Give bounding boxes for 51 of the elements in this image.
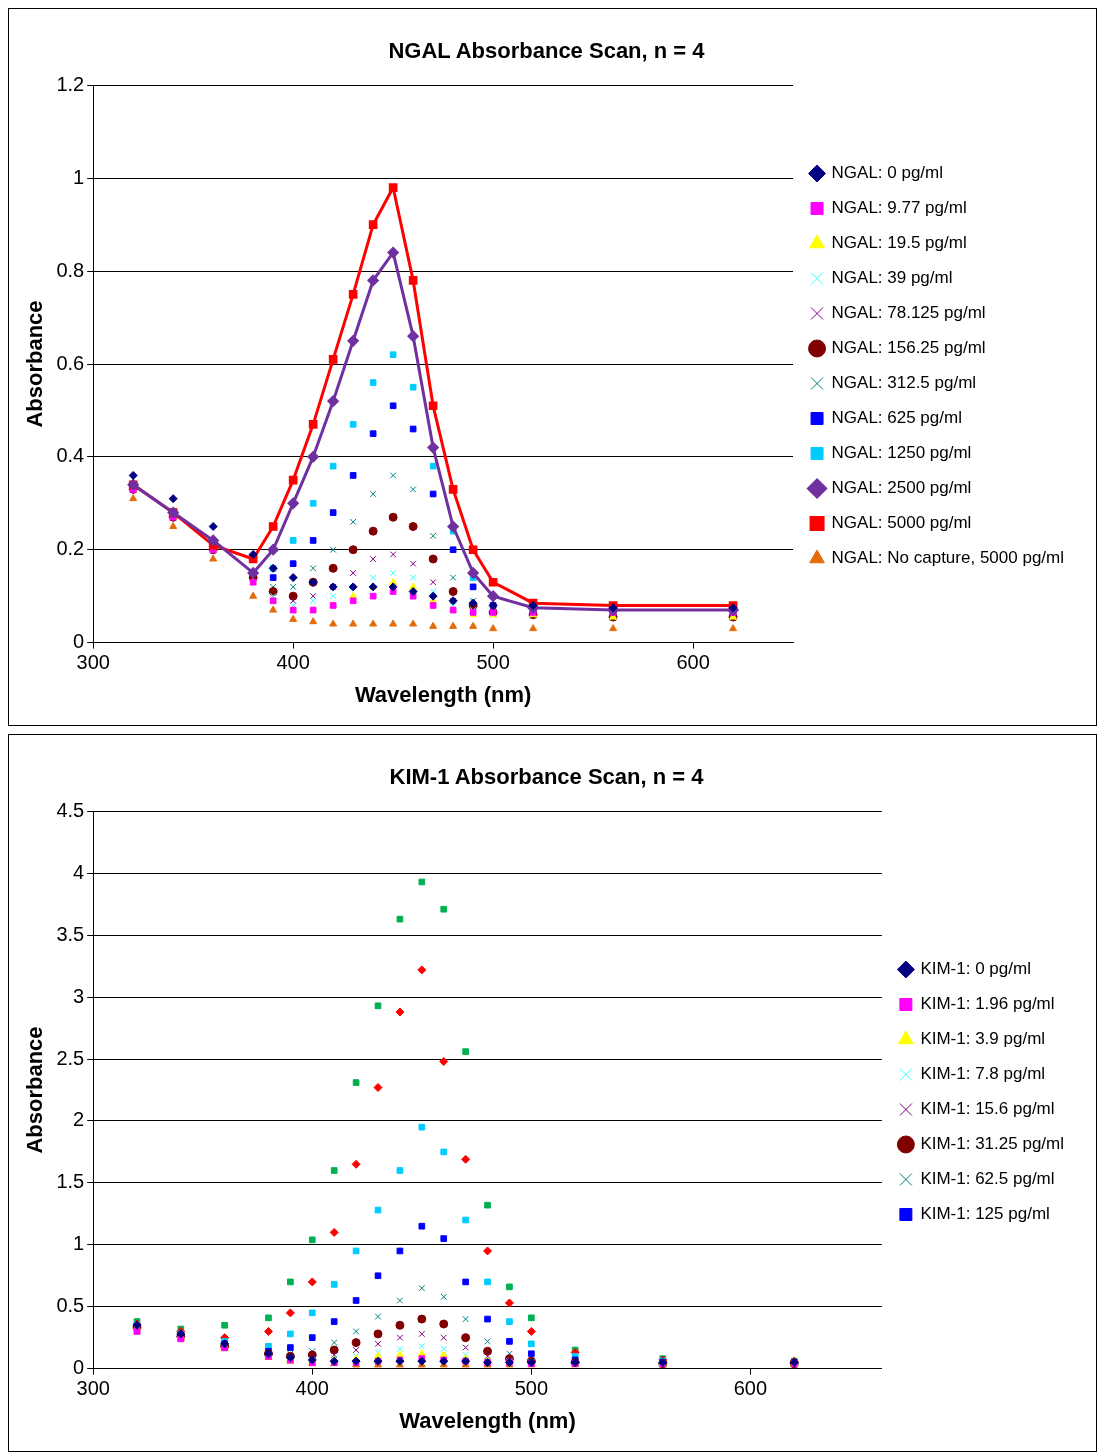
chart-title: KIM-1 Absorbance Scan, n = 4: [389, 764, 705, 790]
y-tick-label: 4.5: [56, 798, 85, 821]
legend-label: NGAL: 78.125 pg/ml: [831, 303, 986, 323]
y-tick-label: 1.2: [56, 72, 85, 95]
x-tick-label: 500: [514, 1377, 549, 1400]
x-tick-label: 600: [733, 1377, 768, 1400]
y-tick-label: 3: [73, 984, 85, 1007]
legend-label: NGAL: 312.5 pg/ml: [831, 373, 977, 393]
y-tick-label: 0.6: [56, 351, 85, 374]
y-tick-label: 3.5: [56, 922, 85, 945]
y-tick-label: 0.8: [56, 258, 85, 281]
y-tick-label: 0.4: [56, 444, 85, 467]
legend-label: NGAL: 2500 pg/ml: [831, 478, 972, 498]
legend-label: KIM-1: 3.9 pg/ml: [920, 1029, 1046, 1049]
x-tick-label: 300: [76, 1377, 110, 1400]
x-axis-title: Wavelength (nm): [399, 1407, 576, 1433]
x-axis-title: Wavelength (nm): [354, 681, 532, 707]
legend-label: NGAL: 19.5 pg/ml: [831, 233, 967, 253]
y-axis-title: Absorbance: [22, 1026, 48, 1154]
x-tick-label: 400: [295, 1377, 329, 1400]
y-tick-label: 0.5: [56, 1294, 85, 1317]
legend-label: NGAL: 156.25 pg/ml: [831, 338, 986, 358]
legend-label: NGAL: No capture, 5000 pg/ml: [831, 548, 1065, 568]
x-tick-label: 600: [676, 651, 710, 674]
x-tick-label: 300: [76, 651, 110, 674]
legend-label: KIM-1: 0 pg/ml: [920, 959, 1031, 979]
legend-label: KIM-1: 62.5 pg/ml: [920, 1169, 1055, 1189]
legend-label: NGAL: 9.77 pg/ml: [831, 198, 967, 218]
y-tick-label: 0: [73, 630, 85, 653]
legend-label: KIM-1: 31.25 pg/ml: [920, 1134, 1064, 1154]
x-tick-label: 500: [476, 651, 510, 674]
legend-label: KIM-1: 125 pg/ml: [920, 1204, 1050, 1224]
y-tick-label: 0.2: [56, 537, 85, 560]
legend-label: NGAL: 0 pg/ml: [831, 163, 944, 183]
y-tick-label: 0: [73, 1356, 85, 1379]
y-tick-label: 2.5: [56, 1046, 85, 1069]
legend-label: NGAL: 1250 pg/ml: [831, 443, 972, 463]
y-tick-label: 1: [73, 1232, 85, 1255]
y-tick-label: 2: [73, 1108, 85, 1131]
chart-title: NGAL Absorbance Scan, n = 4: [388, 38, 706, 64]
y-axis-title: Absorbance: [22, 300, 48, 428]
y-tick-label: 1: [73, 165, 85, 188]
legend-label: NGAL: 39 pg/ml: [831, 268, 953, 288]
legend-label: KIM-1: 15.6 pg/ml: [920, 1099, 1055, 1119]
legend-label: KIM-1: 1.96 pg/ml: [920, 994, 1055, 1014]
y-tick-label: 4: [73, 860, 85, 883]
legend-label: KIM-1: 7.8 pg/ml: [920, 1064, 1046, 1084]
x-tick-label: 400: [276, 651, 310, 674]
legend-label: NGAL: 625 pg/ml: [831, 408, 962, 428]
legend-label: NGAL: 5000 pg/ml: [831, 513, 972, 533]
y-tick-label: 1.5: [56, 1170, 85, 1193]
